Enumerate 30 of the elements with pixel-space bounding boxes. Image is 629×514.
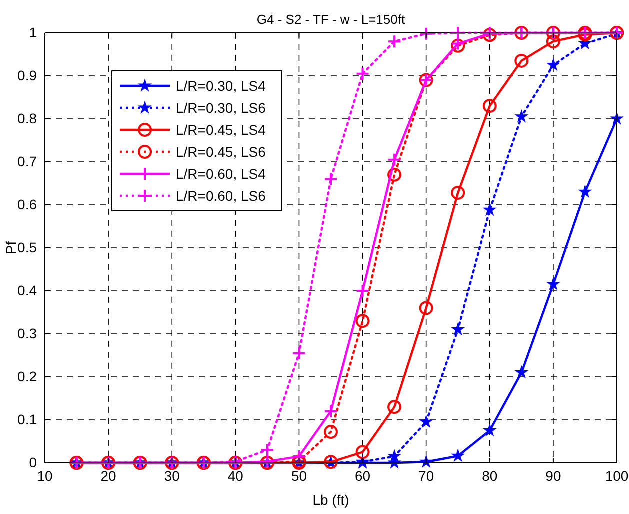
y-tick-label: 0.1	[18, 411, 38, 428]
y-tick-label: 0	[29, 454, 38, 470]
legend-label: L/R=0.30, LS4	[176, 78, 266, 94]
y-tick-label: 0.8	[18, 110, 38, 126]
x-tick-label: 80	[482, 468, 498, 484]
x-axis-title: Lb (ft)	[312, 492, 350, 508]
y-tick-label: 0.4	[18, 282, 38, 298]
y-tick-label: 0.9	[18, 67, 38, 84]
legend-label: L/R=0.60, LS4	[176, 166, 266, 182]
x-tick-label: 30	[164, 468, 180, 484]
legend-label: L/R=0.45, LS6	[176, 144, 266, 160]
y-tick-label: 0.3	[18, 325, 38, 342]
y-tick-label: 0.5	[18, 239, 38, 256]
x-tick-label: 90	[546, 468, 562, 484]
x-tick-label: 100	[605, 468, 629, 484]
x-tick-label: 40	[228, 468, 244, 484]
y-tick-label: 0.6	[18, 196, 38, 212]
y-axis-title: Pf	[3, 241, 19, 255]
legend-label: L/R=0.45, LS4	[176, 122, 266, 138]
x-tick-label: 50	[291, 468, 308, 484]
legend-label: L/R=0.60, LS6	[176, 188, 266, 204]
chart-title: G4 - S2 - TF - w - L=150ft	[256, 12, 406, 27]
y-tick-label: 1	[29, 24, 38, 40]
legend-label: L/R=0.30, LS6	[176, 100, 266, 116]
y-tick-label: 0.7	[18, 153, 38, 170]
x-tick-label: 10	[37, 468, 53, 484]
x-tick-label: 20	[100, 468, 117, 484]
x-tick-label: 70	[418, 468, 434, 484]
y-tick-label: 0.2	[18, 368, 38, 384]
x-tick-label: 60	[354, 468, 371, 484]
